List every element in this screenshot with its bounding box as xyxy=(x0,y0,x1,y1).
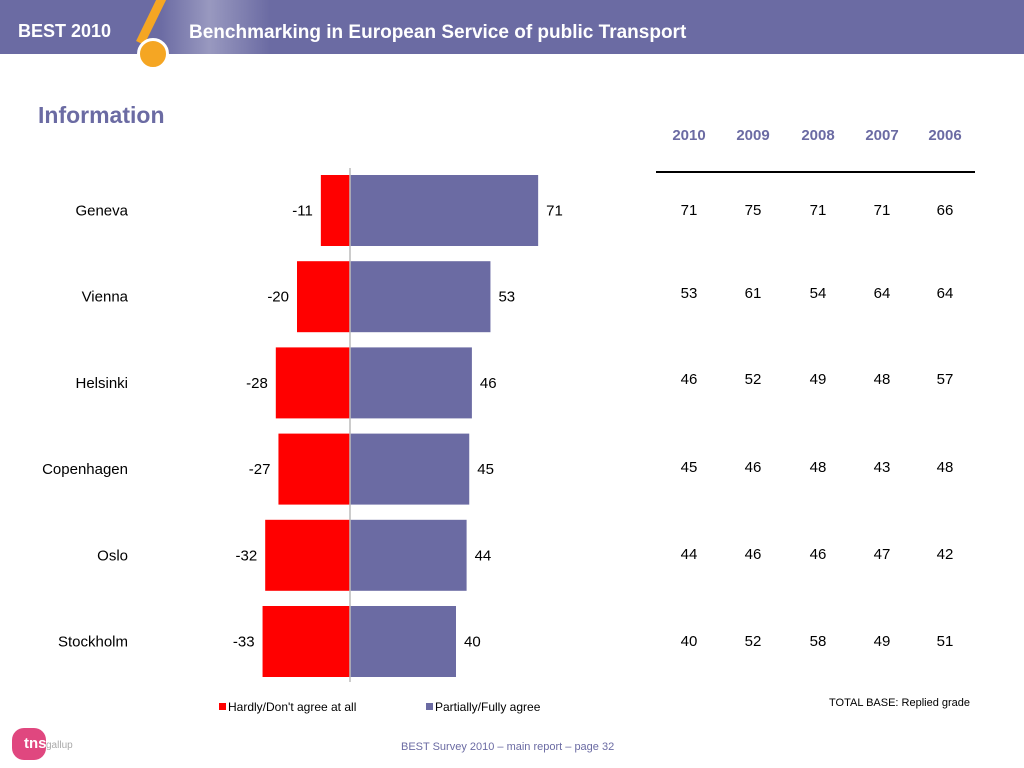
header-bar: BEST 2010 Benchmarking in European Servi… xyxy=(0,0,1024,54)
bar-positive-oslo xyxy=(350,519,467,591)
header-photo xyxy=(160,0,270,54)
tns-gallup-logo: tns gallup xyxy=(10,726,78,762)
bar-positive-helsinki xyxy=(350,347,472,419)
legend-label-negative: Hardly/Don't agree at all xyxy=(228,700,357,714)
table-cell: 71 xyxy=(809,202,827,219)
category-label-copenhagen: Copenhagen xyxy=(42,461,128,478)
data-label-positive-geneva: 71 xyxy=(546,203,563,220)
table-cell: 53 xyxy=(680,285,698,302)
table-cell: 46 xyxy=(744,459,762,476)
table-header-2008: 2008 xyxy=(801,127,835,144)
bar-negative-helsinki xyxy=(275,347,350,419)
bar-negative-stockholm xyxy=(262,606,350,677)
data-label-negative-geneva: -11 xyxy=(292,203,313,220)
page-title: Information xyxy=(38,102,165,128)
data-label-negative-vienna: -20 xyxy=(267,289,289,306)
table-cell: 49 xyxy=(873,633,891,650)
table-header-2007: 2007 xyxy=(865,127,899,144)
logo-blob xyxy=(12,728,46,760)
table-cell: 71 xyxy=(873,202,891,219)
header-title: Benchmarking in European Service of publ… xyxy=(189,22,687,43)
total-base-note: TOTAL BASE: Replied grade xyxy=(829,697,971,709)
orange-dot-decoration xyxy=(137,38,169,70)
table-cell: 52 xyxy=(744,633,762,650)
table-cell: 44 xyxy=(680,546,698,563)
data-label-negative-oslo: -32 xyxy=(236,547,258,564)
legend-label-positive: Partially/Fully agree xyxy=(435,700,541,714)
table-cell: 49 xyxy=(809,371,827,388)
category-label-helsinki: Helsinki xyxy=(75,375,128,392)
legend-swatch-negative xyxy=(219,703,226,710)
bar-negative-vienna xyxy=(297,261,350,333)
table-cell: 46 xyxy=(680,371,698,388)
data-label-positive-copenhagen: 45 xyxy=(477,461,494,478)
legend-swatch-positive xyxy=(426,703,433,710)
logo-text: tns xyxy=(24,735,47,752)
bar-negative-geneva xyxy=(320,175,350,246)
data-label-positive-stockholm: 40 xyxy=(464,634,481,651)
category-label-geneva: Geneva xyxy=(75,203,128,220)
table-cell: 52 xyxy=(744,371,762,388)
table-cell: 48 xyxy=(809,459,827,476)
data-label-negative-copenhagen: -27 xyxy=(249,461,271,478)
table-header-2006: 2006 xyxy=(928,127,962,144)
footer-page-info: BEST Survey 2010 – main report – page 32 xyxy=(401,741,615,753)
data-label-positive-vienna: 53 xyxy=(498,289,515,306)
table-cell: 46 xyxy=(744,546,762,563)
table-cell: 75 xyxy=(744,202,762,219)
table-cell: 40 xyxy=(680,633,698,650)
bar-positive-stockholm xyxy=(350,606,456,677)
bar-positive-geneva xyxy=(350,175,539,246)
table-cell: 42 xyxy=(936,546,954,563)
table-cell: 47 xyxy=(873,546,891,563)
table-cell: 54 xyxy=(809,285,827,302)
table-header-2009: 2009 xyxy=(736,127,770,144)
table-cell: 45 xyxy=(680,459,698,476)
table-cell: 48 xyxy=(936,459,954,476)
category-label-vienna: Vienna xyxy=(82,289,129,306)
bar-negative-oslo xyxy=(265,519,350,591)
table-cell: 66 xyxy=(936,202,954,219)
table-cell: 48 xyxy=(873,371,891,388)
logo-subtext: gallup xyxy=(46,740,73,751)
header-badge: BEST 2010 xyxy=(18,21,112,41)
table-cell: 46 xyxy=(809,546,827,563)
data-label-negative-helsinki: -28 xyxy=(246,375,268,392)
category-label-stockholm: Stockholm xyxy=(58,634,128,651)
table-header-rule xyxy=(656,171,975,173)
table-cell: 64 xyxy=(873,285,891,302)
table-cell: 64 xyxy=(936,285,954,302)
table-cell: 71 xyxy=(680,202,698,219)
bar-positive-vienna xyxy=(350,261,491,333)
legend-item-negative: Hardly/Don't agree at all xyxy=(219,700,356,714)
bar-positive-copenhagen xyxy=(350,433,470,505)
data-label-positive-oslo: 44 xyxy=(475,547,492,564)
table-cell: 58 xyxy=(809,633,827,650)
table-cell: 61 xyxy=(744,285,762,302)
table-cell: 57 xyxy=(936,371,954,388)
category-label-oslo: Oslo xyxy=(97,547,128,564)
data-label-negative-stockholm: -33 xyxy=(233,634,255,651)
bar-negative-copenhagen xyxy=(278,433,350,505)
table-cell: 51 xyxy=(936,633,954,650)
legend-item-positive: Partially/Fully agree xyxy=(426,700,540,714)
table-cell: 43 xyxy=(873,459,891,476)
data-label-positive-helsinki: 46 xyxy=(480,375,497,392)
table-header-2010: 2010 xyxy=(672,127,706,144)
